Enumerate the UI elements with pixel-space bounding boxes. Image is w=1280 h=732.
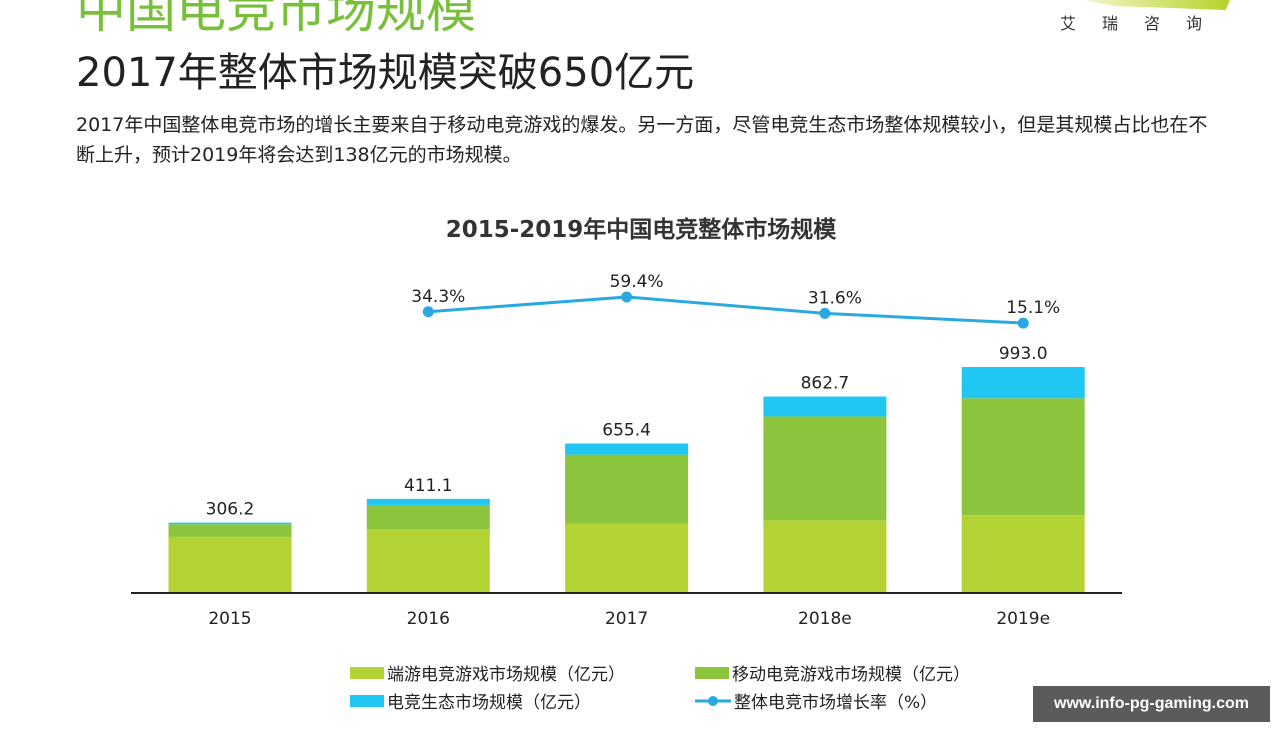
bar-segment-1 <box>961 398 1085 516</box>
chart-title: 2015-2019年中国电竞整体市场规模 <box>446 216 838 243</box>
growth-point <box>422 306 434 318</box>
growth-line <box>428 295 1024 325</box>
legend-marker <box>708 696 718 706</box>
bar-segment-0 <box>168 536 292 592</box>
legend-label: 移动电竞游戏市场规模（亿元） <box>732 665 970 685</box>
bar-segment-2 <box>366 498 490 505</box>
description: 2017年中国整体电竞市场的增长主要来自于移动电竞游戏的爆发。另一方面，尽管电竞… <box>76 114 1208 166</box>
legend-item-mobile: 移动电竞游戏市场规模（亿元） <box>695 665 970 685</box>
total-label: 306.2 <box>206 500 255 520</box>
headline: 2017年整体市场规模突破650亿元 <box>76 50 695 96</box>
x-tick-label: 2019e <box>996 609 1050 629</box>
bar-segment-0 <box>763 520 887 592</box>
bar-segment-0 <box>366 529 490 592</box>
legend-swatch <box>350 695 384 707</box>
bar-segment-2 <box>763 396 887 417</box>
legend-label: 整体电竞市场增长率（%） <box>734 693 937 713</box>
total-label: 655.4 <box>602 420 651 440</box>
bar-segment-1 <box>763 416 887 521</box>
growth-point <box>621 291 633 303</box>
bar-segment-0 <box>961 515 1085 592</box>
x-tick-label: 2018e <box>798 609 852 629</box>
growth-label: 34.3% <box>411 287 465 307</box>
bar-segment-2 <box>565 443 689 455</box>
legend-item-ecosystem: 电竞生态市场规模（亿元） <box>350 693 591 713</box>
growth-point <box>1017 317 1029 329</box>
logo-shape <box>1085 0 1230 10</box>
growth-label: 15.1% <box>1006 298 1060 318</box>
bar-segment-1 <box>168 524 292 537</box>
x-tick-label: 2017 <box>605 609 648 629</box>
total-label: 411.1 <box>404 476 453 496</box>
growth-label: 31.6% <box>808 288 862 308</box>
legend-item-pc: 端游电竞游戏市场规模（亿元） <box>350 665 625 685</box>
bar-segment-0 <box>565 523 689 592</box>
total-label: 862.7 <box>801 374 850 394</box>
legend-swatch <box>695 667 729 679</box>
growth-label: 59.4% <box>610 272 664 292</box>
legend-label: 电竞生态市场规模（亿元） <box>387 693 591 713</box>
growth-point <box>819 307 831 319</box>
bar-segment-1 <box>366 504 490 530</box>
total-label: 993.0 <box>999 344 1048 364</box>
bar-segment-1 <box>565 454 689 524</box>
watermark: www.info-pg-gaming.com <box>1033 686 1270 722</box>
x-tick-label: 2015 <box>208 609 251 629</box>
bar-segment-2 <box>168 522 292 525</box>
logo: 艾瑞咨询 <box>1060 14 1229 33</box>
x-tick-label: 2016 <box>407 609 450 629</box>
legend-swatch <box>350 667 384 679</box>
bar-segment-2 <box>961 367 1085 399</box>
section-title: 中国电竞市场规模 <box>76 0 476 39</box>
legend-label: 端游电竞游戏市场规模（亿元） <box>387 665 625 685</box>
legend-item-growth: 整体电竞市场增长率（%） <box>695 693 937 713</box>
